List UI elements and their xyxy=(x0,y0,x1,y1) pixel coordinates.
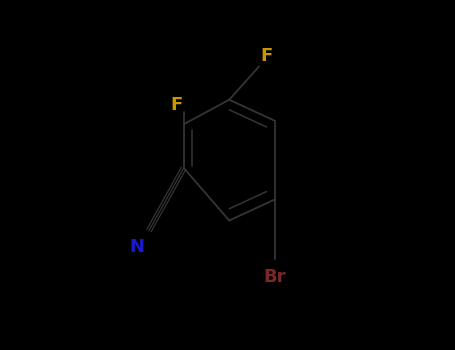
Text: Br: Br xyxy=(263,267,286,286)
Text: N: N xyxy=(129,238,144,256)
Text: F: F xyxy=(171,96,183,114)
Text: F: F xyxy=(260,47,272,65)
